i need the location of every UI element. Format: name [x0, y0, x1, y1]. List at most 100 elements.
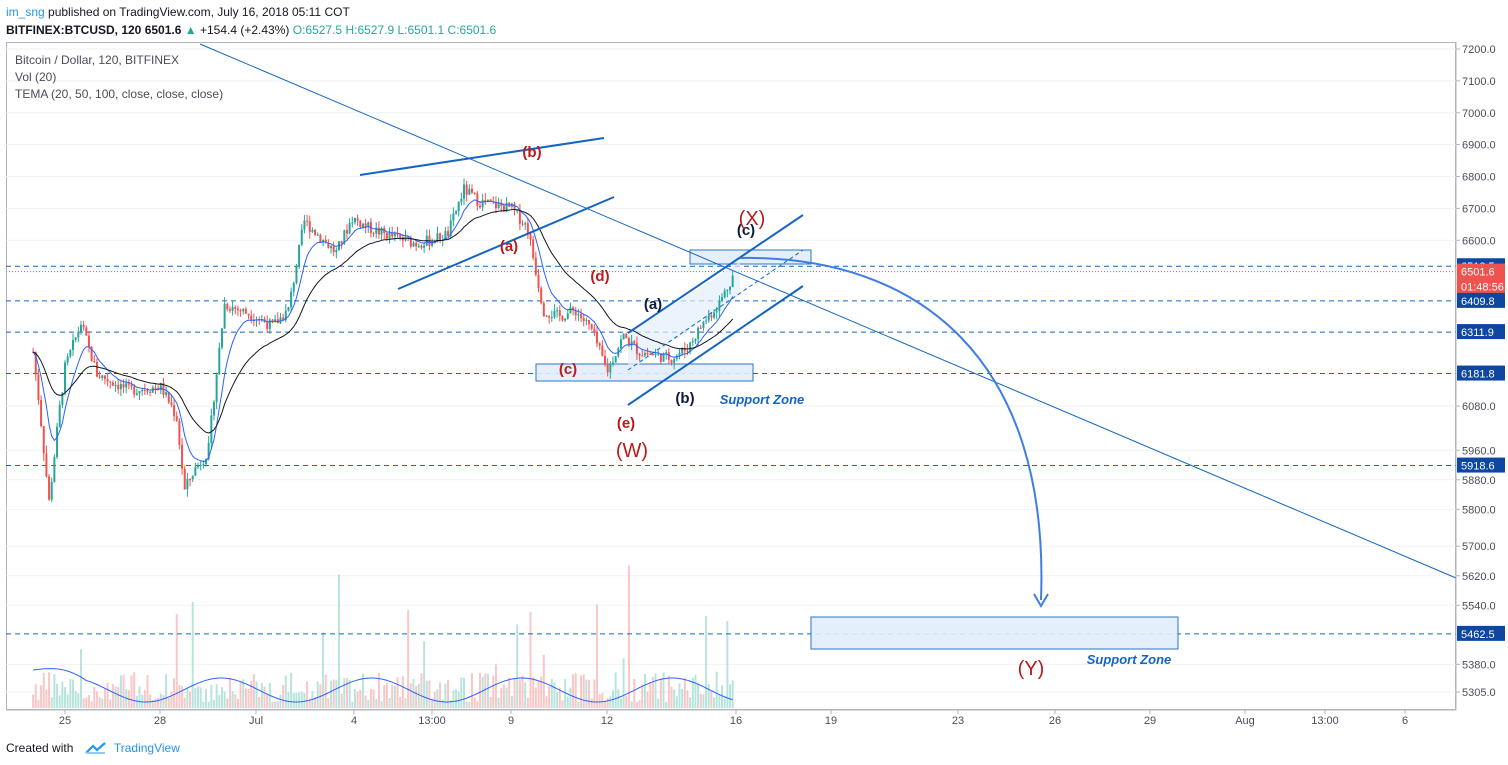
volume-bar — [279, 694, 282, 708]
candle-body — [178, 420, 181, 445]
volume-bar — [566, 696, 569, 708]
volume-bar — [271, 701, 274, 708]
candle-body — [484, 200, 487, 203]
candle-body — [460, 198, 463, 203]
candle-body — [306, 220, 309, 222]
candle-body — [330, 246, 333, 249]
volume-bar — [170, 691, 173, 708]
wave-label: (b) — [675, 390, 694, 407]
candle-body — [505, 202, 508, 212]
price-axis-layer: 7200.0 7100.0 7000.0 6900.0 6800.0 6700.0 6600… — [1455, 42, 1505, 710]
volume-bar — [643, 674, 646, 708]
candle-body — [609, 363, 612, 373]
candle-body — [130, 384, 133, 387]
candle-body — [351, 222, 354, 224]
volume-bar — [404, 698, 407, 708]
volume-bar — [103, 688, 106, 708]
volume-bar — [651, 676, 654, 708]
candle-body — [689, 342, 692, 352]
candle-body — [502, 205, 505, 212]
volume-bar — [478, 672, 481, 708]
candle-body — [529, 233, 532, 240]
candle-body — [481, 200, 484, 208]
candle-body — [111, 382, 114, 386]
price-tick-label: 7200.0 — [1462, 44, 1496, 56]
volume-bar — [705, 615, 708, 708]
candle-body — [431, 241, 434, 246]
candle-body — [598, 343, 601, 346]
zones-layer — [535, 249, 1179, 650]
candle-body — [659, 353, 662, 362]
volume-bar — [194, 688, 197, 708]
volume-bar — [715, 671, 718, 708]
tradingview-link[interactable]: TradingView — [113, 741, 180, 755]
candle-body — [197, 465, 200, 468]
wave-label: (e) — [617, 415, 635, 432]
time-tick-label: 19 — [825, 715, 837, 727]
volume-bar — [162, 695, 165, 708]
candle-body — [385, 233, 388, 239]
candle-body — [226, 303, 229, 310]
volume-bar — [338, 574, 340, 708]
volume-bar — [316, 681, 319, 708]
volume-bar — [189, 691, 192, 708]
chart-legend: Bitcoin / Dollar, 120, BITFINEX Vol (20)… — [15, 52, 223, 103]
created-with-text: Created with — [6, 741, 74, 755]
volume-bar — [468, 701, 471, 708]
time-tick-label: 9 — [508, 715, 514, 727]
volume-bar — [604, 701, 606, 708]
price-tick-label: 6080.0 — [1462, 401, 1496, 413]
candle-body — [69, 350, 72, 357]
volume-bar — [369, 689, 372, 708]
volume-bar — [119, 675, 122, 708]
volume-bar — [138, 686, 141, 708]
volume-bar — [548, 686, 551, 708]
wave-label: (W) — [616, 440, 648, 462]
price-badge — [1457, 278, 1505, 294]
time-tick-label: 23 — [952, 715, 964, 727]
candle-body — [223, 303, 226, 329]
volume-bar — [590, 698, 593, 708]
price-tick-label: 5880.0 — [1462, 475, 1496, 487]
volume-bar — [699, 693, 702, 708]
candle-body — [540, 288, 543, 304]
volume-bar — [90, 701, 93, 708]
volume-bar — [95, 691, 98, 708]
candle-body — [175, 416, 178, 421]
candle-body — [500, 202, 503, 206]
drawings-layer — [199, 43, 1457, 608]
wave-label: (Y) — [1018, 658, 1045, 680]
candle-body — [215, 374, 218, 403]
chart-area[interactable]: (b)(a)(d)(c)(e)(W)(a)(b)(c)(X)(Y)Support… — [0, 0, 1508, 740]
candle-body — [585, 320, 588, 322]
volume-bar — [154, 698, 157, 708]
candle-body — [683, 348, 686, 352]
volume-bar — [207, 701, 210, 708]
volume-bar — [372, 689, 375, 708]
candle-body — [159, 382, 162, 391]
candle-body — [691, 341, 694, 343]
time-axis-layer: 25 28 Jul 4 13:00 9 12 16 19 23 26 29 Aug 13:00 6 — [6, 709, 1456, 727]
candle-body — [667, 352, 670, 360]
volume-bar — [614, 672, 617, 708]
volume-bar — [572, 674, 575, 708]
candle-body — [220, 328, 223, 348]
volume-bar — [436, 689, 439, 708]
volume-bar — [197, 686, 200, 708]
candle-body — [114, 384, 117, 386]
candle-body — [308, 221, 311, 232]
volume-bar — [431, 698, 434, 708]
candle-body — [633, 341, 636, 344]
author-link[interactable]: im_sng — [6, 5, 45, 19]
volume-bar — [228, 677, 231, 708]
candle-body — [494, 201, 497, 208]
volume-bar — [683, 677, 686, 708]
candle-body — [353, 218, 356, 223]
last-price: 6501.6 — [144, 23, 182, 37]
candle-body — [56, 426, 59, 458]
volume-bar — [361, 673, 364, 708]
volume-bar — [633, 678, 636, 708]
candle-body — [290, 291, 293, 308]
volume-bar — [391, 685, 394, 708]
volume-bar — [577, 701, 580, 708]
